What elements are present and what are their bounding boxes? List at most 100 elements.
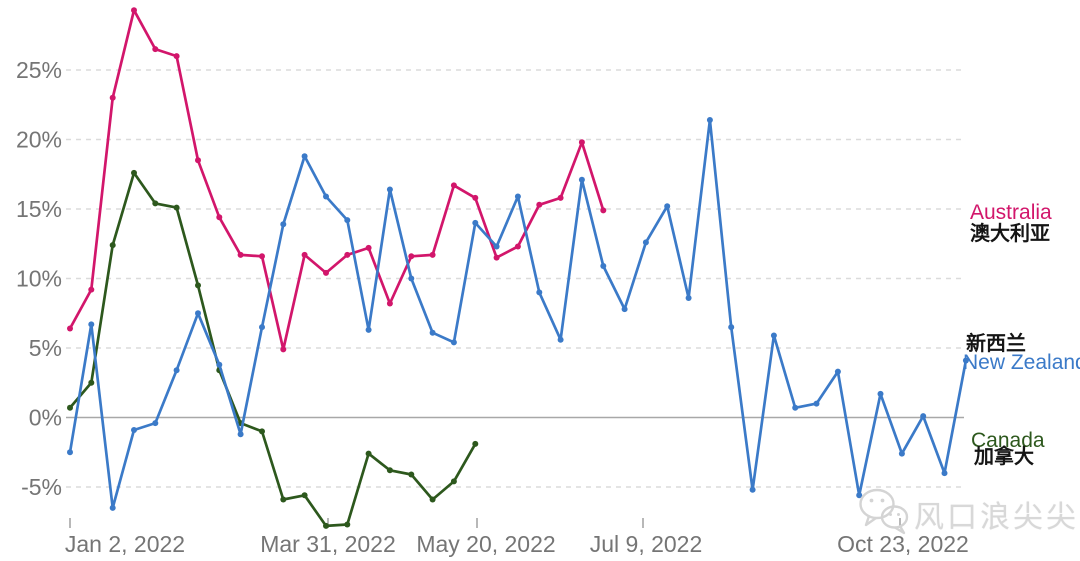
data-point-new-zealand: [88, 321, 95, 328]
data-point-new-zealand: [323, 193, 329, 200]
series-line-australia: [68, 8, 605, 351]
data-point-canada: [152, 200, 159, 207]
data-point-new-zealand: [941, 470, 948, 477]
data-point-new-zealand: [834, 368, 841, 375]
data-point-canada: [323, 522, 329, 529]
legend-australia-en: Australia: [970, 201, 1052, 224]
data-point-new-zealand: [386, 186, 393, 193]
data-point-australia: [109, 94, 116, 101]
data-point-new-zealand: [770, 332, 777, 339]
data-point-australia: [323, 269, 329, 276]
data-point-new-zealand: [706, 117, 713, 123]
data-point-canada: [386, 467, 393, 474]
data-point-new-zealand: [962, 357, 969, 364]
data-point-canada: [301, 492, 308, 499]
data-point-new-zealand: [536, 289, 543, 296]
data-point-new-zealand: [259, 324, 265, 331]
data-point-new-zealand: [131, 427, 137, 433]
data-point-canada: [88, 379, 95, 386]
data-point-australia: [365, 244, 372, 251]
data-point-canada: [450, 478, 457, 485]
data-point-new-zealand: [173, 367, 180, 374]
series-line-canada: [68, 171, 477, 528]
x-axis-label: May 20, 2022: [416, 531, 555, 557]
x-axis-label: Jul 9, 2022: [590, 531, 703, 557]
data-point-new-zealand: [195, 310, 201, 317]
data-point-new-zealand: [920, 413, 927, 420]
data-point-australia: [493, 254, 500, 261]
legend-australia-zh: 澳大利亚: [970, 223, 1050, 245]
data-point-canada: [67, 404, 73, 411]
data-point-new-zealand: [856, 492, 863, 499]
data-point-australia: [173, 53, 180, 60]
data-point-canada: [131, 169, 137, 176]
y-axis-label: 25%: [16, 57, 62, 83]
data-point-new-zealand: [301, 153, 308, 160]
data-point-new-zealand: [877, 390, 884, 397]
data-point-australia: [237, 251, 244, 258]
data-point-new-zealand: [472, 219, 479, 226]
y-axis-label: 5%: [29, 335, 62, 361]
y-axis-label: 20%: [16, 127, 62, 153]
legend-newzealand-zh: 新西兰: [966, 333, 1026, 355]
data-point-new-zealand: [67, 449, 73, 456]
data-point-new-zealand: [664, 203, 671, 210]
x-axis-label: Jan 2, 2022: [65, 531, 185, 557]
legend-canada-zh: 加拿大: [974, 446, 1034, 468]
data-point-new-zealand: [450, 339, 457, 346]
data-point-canada: [259, 428, 265, 435]
data-point-canada: [195, 282, 201, 289]
data-point-australia: [429, 251, 436, 258]
data-point-australia: [131, 7, 137, 14]
data-point-australia: [88, 286, 95, 293]
data-point-canada: [280, 496, 287, 503]
data-point-canada: [472, 440, 479, 447]
data-point-canada: [408, 471, 415, 478]
data-point-new-zealand: [429, 329, 436, 336]
data-point-new-zealand: [237, 431, 244, 438]
data-point-new-zealand: [216, 361, 223, 368]
data-point-canada: [365, 450, 372, 457]
watermark-text: 风口浪尖尖: [914, 500, 1079, 534]
data-point-new-zealand: [600, 263, 607, 269]
data-point-new-zealand: [792, 404, 799, 411]
data-point-australia: [344, 251, 351, 258]
y-axis-label: 0%: [29, 405, 62, 431]
data-point-australia: [408, 253, 415, 260]
legend-canada-en: Canada: [971, 429, 1045, 452]
data-point-australia: [514, 243, 521, 250]
data-point-australia: [67, 325, 73, 332]
data-point-new-zealand: [493, 243, 500, 250]
data-point-australia: [259, 253, 265, 260]
data-point-canada: [109, 242, 116, 249]
data-point-australia: [195, 157, 201, 164]
data-point-new-zealand: [514, 193, 521, 200]
data-point-new-zealand: [109, 504, 116, 511]
data-point-australia: [280, 346, 287, 353]
data-point-australia: [578, 139, 585, 146]
x-axis-label: Oct 23, 2022: [837, 531, 969, 557]
data-point-australia: [386, 300, 393, 307]
data-point-new-zealand: [365, 326, 372, 333]
data-point-new-zealand: [557, 336, 564, 343]
data-point-new-zealand: [749, 486, 756, 493]
data-point-australia: [557, 194, 564, 201]
y-axis-label: 10%: [16, 266, 62, 292]
data-point-new-zealand: [813, 400, 820, 407]
data-point-canada: [429, 496, 436, 503]
data-point-australia: [152, 46, 159, 53]
watermark: 风口浪尖尖: [856, 486, 1079, 541]
x-axis-label: Mar 31, 2022: [260, 531, 396, 557]
data-point-australia: [536, 201, 543, 208]
data-point-canada: [344, 521, 351, 528]
y-axis-label: -5%: [21, 474, 62, 500]
data-point-new-zealand: [728, 324, 735, 331]
wechat-icon: [856, 486, 910, 541]
data-point-new-zealand: [898, 450, 905, 457]
data-point-new-zealand: [344, 217, 351, 224]
data-point-new-zealand: [152, 420, 159, 427]
data-point-new-zealand: [280, 221, 287, 228]
data-point-new-zealand: [408, 275, 415, 282]
